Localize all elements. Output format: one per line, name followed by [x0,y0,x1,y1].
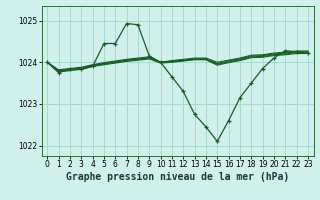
X-axis label: Graphe pression niveau de la mer (hPa): Graphe pression niveau de la mer (hPa) [66,172,289,182]
